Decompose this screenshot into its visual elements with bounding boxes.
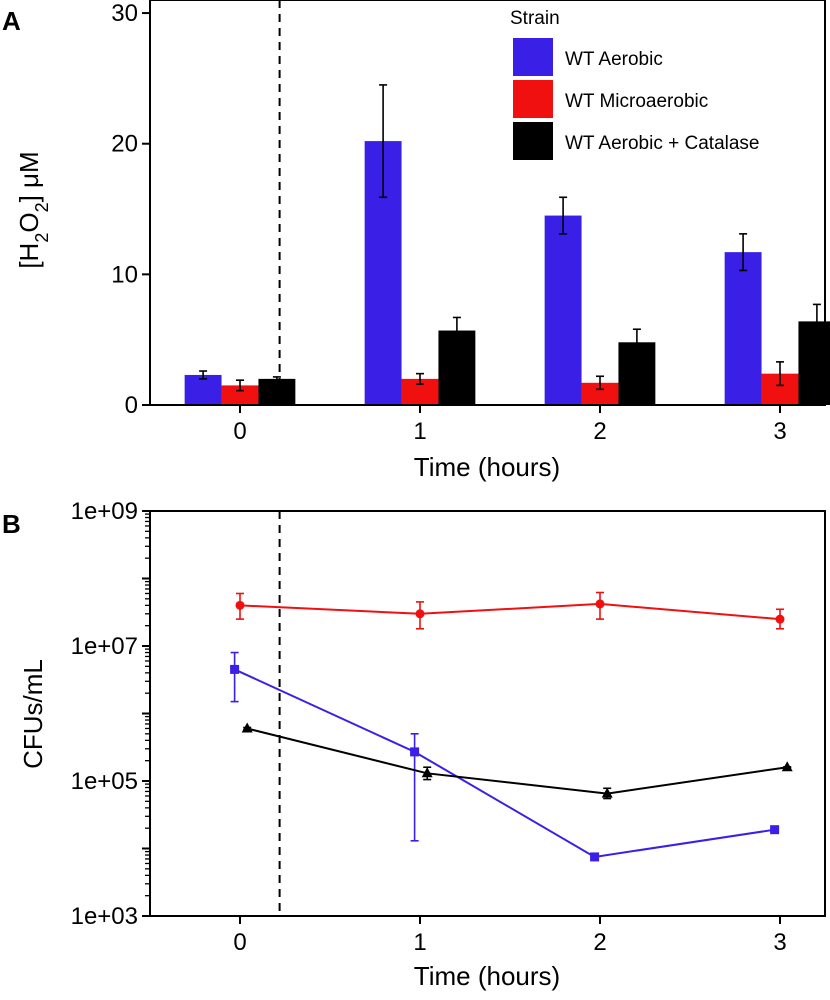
series-line-square [234,668,775,858]
panel-a-y-tick-label: 20 [111,131,138,158]
panel-b-x-tick-label: 1 [413,929,426,956]
panel-a-x-ticks: 0 1 2 3 [233,405,787,445]
error-bar-wt-aerobic-t0 [199,370,208,380]
panel-b-marks [230,511,793,916]
error-bar-wt-aerobic-catalase-t2 [632,328,641,357]
panel-b-y-tick-label: 1e+07 [71,633,138,660]
error-bar-wt-aerobic-t2 [559,196,568,235]
error-bar-wt-aerobic-t3 [739,233,748,272]
panel-a-x-tick-label: 1 [413,418,426,445]
panel-b-x-axis-title: Time (hours) [414,961,560,991]
panel-b-x-tick-label: 2 [593,929,606,956]
panel-a-bar-chart: A 0 10 20 30 0 1 2 3 Time (hours) [H2O2] μM St… [2,0,830,482]
error-bar-square-0 [230,651,239,703]
legend-label-wt-aerobic: WT Aerobic [565,49,663,70]
point-circle-0 [235,600,245,610]
point-triangle-1 [421,767,433,778]
panel-b-letter: B [2,509,21,539]
point-circle-2 [595,599,605,609]
panel-a-y-tick-label: 10 [111,261,138,288]
point-triangle-0 [241,722,253,733]
error-bar-wt-microaerobic-t2 [596,375,604,391]
point-triangle-2 [601,787,613,798]
error-bar-wt-microaerobic-t1 [416,372,424,385]
bar-wt-microaerobic-t0 [221,385,259,405]
bar-wt-aerobic-catalase-t0 [258,378,296,405]
point-circle-1 [415,609,425,619]
panel-a-x-tick-label: 2 [593,418,606,445]
point-square-0 [230,664,240,674]
panel-a-legend: Strain WT Aerobic WT Microaerobic WT Aer… [510,8,760,160]
point-square-1 [410,747,420,757]
legend-swatch-wt-aerobic [513,38,553,76]
legend-title: Strain [510,8,560,29]
panel-b-y-ticks: 1e+03 1e+05 1e+07 1e+09 [71,498,150,930]
panel-a-marks [184,0,830,405]
legend-swatch-wt-microaerobic [513,80,553,118]
panel-b-y-tick-label: 1e+05 [71,768,138,795]
bar-wt-aerobic-t0 [184,374,222,405]
panel-a-y-tick-label: 30 [111,0,138,27]
error-bar-wt-microaerobic-t0 [236,379,244,392]
legend-label-wt-microaerobic: WT Microaerobic [565,91,708,112]
panel-a-x-axis-title: Time (hours) [414,452,560,482]
panel-a-plot-frame [149,0,826,406]
legend-label-wt-aerobic-catalase: WT Aerobic + Catalase [565,133,760,154]
panel-b-x-ticks: 0 1 2 3 [233,916,787,956]
panel-a-x-tick-label: 0 [233,418,246,445]
panel-b-x-tick-label: 3 [773,929,786,956]
panel-a-y-ticks: 0 10 20 30 [111,0,150,419]
error-bar-wt-aerobic-catalase-t1 [452,316,461,345]
panel-a-letter: A [2,6,21,36]
bar-wt-microaerobic-t2 [581,382,619,405]
panel-a-x-tick-label: 3 [773,418,786,445]
panel-a-y-axis-title: [H2O2] μM [14,151,52,268]
panel-b-line-chart: B 1e+03 1e+05 1e+07 1e+09 0 1 2 3 Time (hours)… [2,498,826,991]
panel-a-y-tick-label: 0 [125,392,138,419]
panel-b-plot-frame [149,510,826,917]
point-square-3 [770,825,780,835]
legend-swatch-wt-aerobic-catalase [513,122,553,160]
series-line-triangle [246,727,788,795]
error-bar-wt-aerobic-t1 [379,84,388,199]
panel-b-x-tick-label: 0 [233,929,246,956]
series-line-circle [239,602,781,621]
point-square-2 [590,852,600,862]
point-circle-3 [775,614,785,624]
bar-wt-aerobic-t2 [544,215,582,405]
bar-wt-aerobic-t3 [724,252,762,405]
point-triangle-3 [781,761,793,772]
error-bar-wt-aerobic-catalase-t3 [812,303,821,340]
panel-b-y-tick-label: 1e+03 [71,903,138,930]
error-bar-wt-microaerobic-t3 [776,361,784,387]
panel-b-y-tick-label: 1e+09 [71,498,138,525]
panel-b-y-axis-title: CFUs/mL [18,659,48,769]
